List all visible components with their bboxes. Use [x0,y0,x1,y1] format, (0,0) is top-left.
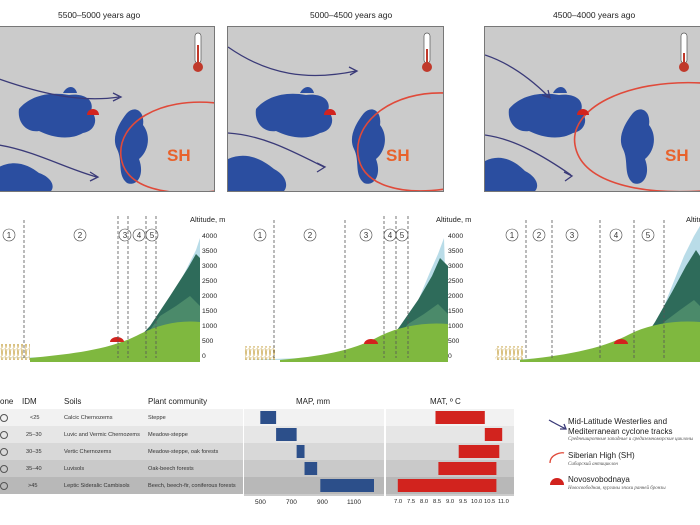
header-map: MAP, mm [296,397,331,406]
thermometer-icon [193,32,203,72]
svg-text:4000: 4000 [448,233,463,240]
map-panel-2: SH [227,26,444,192]
svg-text:1000: 1000 [448,323,463,330]
panel-1-title: 5500–5000 years ago [58,10,141,20]
profile-1-zone-5: 5 [150,231,155,240]
svg-text:5: 5 [646,231,651,240]
svg-text:2: 2 [308,231,313,240]
svg-text:3500: 3500 [448,248,463,255]
profile-3: 1 2 3 4 5 Altitu [495,215,700,362]
profile-1-zone-3: 3 [123,231,128,240]
svg-text:3000: 3000 [448,263,463,270]
zone-table: one IDM Soils Plant community MAP, mm MA… [0,395,700,525]
altitude-label-1: Altitude, m [190,215,225,224]
svg-text:1: 1 [510,231,515,240]
svg-text:Altitu: Altitu [686,215,700,224]
mediterranean [0,163,53,191]
svg-text:4000: 4000 [202,233,217,240]
mat-bar-chart [386,409,514,496]
novosvobodnaya-site [87,109,99,115]
header-idm: IDM [22,397,37,406]
map-bar [260,411,277,424]
svg-text:500: 500 [202,338,214,345]
svg-text:1500: 1500 [448,308,463,315]
svg-text:5: 5 [400,231,405,240]
svg-text:SH: SH [665,146,689,165]
mediterranean-track [0,144,98,178]
mat-tick: 11.0 [498,499,509,505]
header-zone: one [0,397,14,406]
svg-text:2500: 2500 [448,278,463,285]
mat-tick: 8.0 [420,499,429,505]
legend-sh: Siberian High (SH) [568,451,635,460]
svg-text:500: 500 [448,338,460,345]
black-sea [18,93,96,138]
legend-sh-ru: Сибирский антициклон [568,462,618,467]
profile-2: 1 2 3 4 5 Altitude, m 4000 3500 3000 2500 2… [245,215,471,362]
profile-1-zone-4: 4 [137,231,142,240]
svg-text:1000: 1000 [202,323,217,330]
panel-2-title: 5000–4500 years ago [310,10,393,20]
map-tick: 1100 [347,499,361,506]
svg-text:1: 1 [258,231,263,240]
svg-text:4: 4 [614,231,619,240]
legend-westerlies-ru: Среднеширотные западные и средиземноморс… [568,437,694,442]
header-plant: Plant community [148,397,208,406]
map-bar [304,462,318,475]
sh-legend-icon [549,452,565,464]
svg-text:3000: 3000 [202,263,217,270]
mat-bar [484,428,503,441]
mat-bar [458,445,500,458]
svg-text:2500: 2500 [202,278,217,285]
legend-site: Novosvobodnaya [568,475,630,484]
legend-site-ru: Новосвободная, курганы эпохи ранней брон… [568,486,666,491]
map-tick: 900 [317,499,328,506]
mat-bar [438,462,497,475]
map-bar [276,428,297,441]
mat-tick: 7.0 [394,499,403,505]
svg-text:SH: SH [386,146,410,165]
svg-text:3500: 3500 [202,248,217,255]
map-panel-1: SH [0,26,215,192]
sh-label: SH [167,146,191,165]
track-legend-icon [548,419,567,430]
map-bar-chart [244,409,384,496]
header-mat: MAT, º C [430,397,461,406]
legend-westerlies: Mid-Latitude Westerlies and Mediterranea… [568,417,673,436]
mat-tick: 10.0 [471,499,483,505]
mat-tick: 9.0 [446,499,455,505]
map-tick: 500 [255,499,266,506]
mat-tick: 7.5 [407,499,416,505]
header-soils: Soils [64,397,82,406]
site-legend-icon [550,478,564,485]
westerly-track [0,78,120,100]
svg-text:2000: 2000 [448,293,463,300]
profile-1-zone-1: 1 [7,231,12,240]
svg-text:2: 2 [537,231,542,240]
map-bar [296,445,305,458]
profile-1-zone-2: 2 [78,231,83,240]
caspian-sea [114,109,148,184]
svg-text:Altitude, m: Altitude, m [436,215,471,224]
siberian-high-line [120,101,214,191]
svg-text:0: 0 [448,353,452,360]
mat-tick: 8.5 [433,499,442,505]
svg-text:3: 3 [364,231,369,240]
svg-text:0: 0 [202,353,206,360]
svg-text:2000: 2000 [202,293,217,300]
map-tick: 700 [286,499,297,506]
map-bar [320,479,374,492]
mat-bar [435,411,485,424]
svg-text:4: 4 [388,231,393,240]
map-panel-3: SH [484,26,700,192]
mat-tick: 10.5 [484,499,496,505]
mat-tick: 9.5 [459,499,468,505]
panel-3-title: 4500–4000 years ago [553,10,636,20]
svg-text:3: 3 [570,231,575,240]
mat-bar [397,479,497,492]
svg-text:1500: 1500 [202,308,217,315]
profile-1: 1 2 3 4 5 Altitude, m 4000 3500 3000 2500 2… [0,215,225,362]
